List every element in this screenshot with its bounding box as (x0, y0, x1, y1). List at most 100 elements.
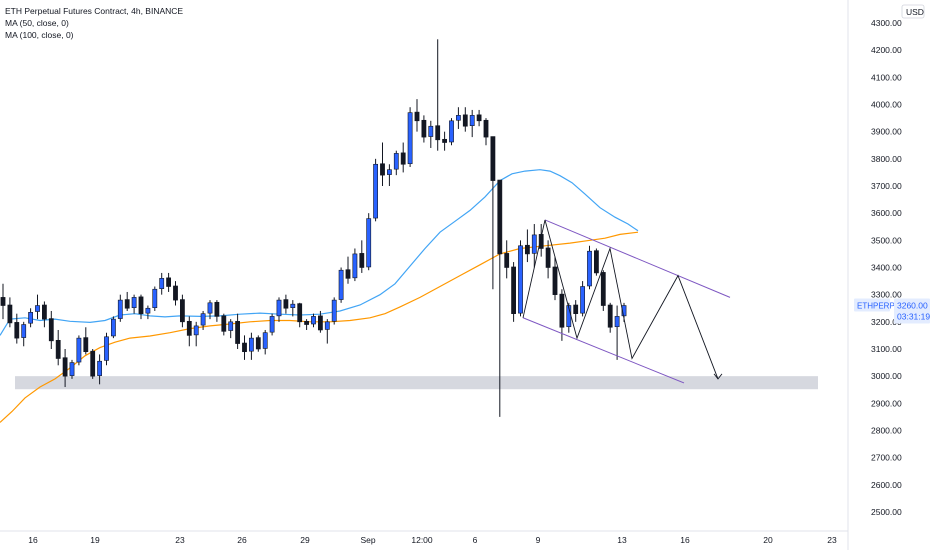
candle-body (41, 304, 47, 320)
channel-lower-line[interactable] (522, 317, 685, 384)
candle-body (428, 125, 434, 137)
candle-body (249, 337, 254, 352)
candle-body (138, 296, 144, 314)
time-tick-label: 29 (300, 535, 310, 545)
candle-body (338, 269, 344, 300)
candle-body (421, 119, 427, 138)
price-tick-label: 3000.00 (871, 371, 902, 381)
candle-body (545, 247, 551, 268)
candle-body (131, 297, 137, 309)
candle-body (207, 302, 213, 314)
candle-body (145, 307, 151, 314)
chart-title: ETH Perpetual Futures Contract, 4h, BINA… (5, 6, 184, 16)
candle-body (462, 114, 468, 127)
candle-body (607, 304, 613, 328)
candle-body (311, 316, 316, 325)
candle-body (324, 321, 330, 330)
zigzag-projection[interactable] (522, 219, 719, 380)
time-tick-label: 26 (237, 535, 247, 545)
candle-body (414, 111, 420, 122)
price-tick-label: 3600.00 (871, 208, 902, 218)
price-tick-label: 2700.00 (871, 453, 902, 463)
time-tick-label: 23 (175, 535, 185, 545)
symbol-label-bg (854, 298, 890, 312)
price-tick-label: 3800.00 (871, 154, 902, 164)
projection-arrowhead (713, 373, 723, 380)
price-tick-label: 3700.00 (871, 181, 902, 191)
price-tick-label: 4300.00 (871, 18, 902, 28)
countdown-label: 03:31:19 (897, 312, 930, 322)
time-tick-label: 23 (827, 535, 837, 545)
price-tick-label: 2500.00 (871, 507, 902, 517)
candle-body (7, 304, 13, 324)
price-tick-label: 3500.00 (871, 235, 902, 245)
candle-body (152, 288, 158, 309)
price-tick-label: 2600.00 (871, 480, 902, 490)
candle-body (497, 179, 503, 255)
candle-body (345, 269, 351, 279)
candle-body (559, 293, 565, 328)
last-price-label: 3260.00 (897, 301, 928, 311)
time-tick-label: 9 (536, 535, 541, 545)
chart-legend: ETH Perpetual Futures Contract, 4h, BINA… (5, 5, 183, 41)
candle-body (159, 278, 165, 289)
ma100-legend: MA (100, close, 0) (5, 30, 74, 40)
candle-body (407, 112, 413, 165)
candle-body (28, 312, 33, 324)
candle-body (600, 272, 606, 306)
candle-body (380, 163, 385, 176)
candle-body (366, 218, 372, 268)
candle-body (469, 115, 475, 126)
candle-body (235, 320, 240, 344)
price-tick-label: 4200.00 (871, 45, 902, 55)
candle-body (400, 152, 406, 165)
candle-body (0, 297, 6, 306)
candle-body (200, 313, 206, 326)
candle-body (48, 318, 54, 342)
candle-body (111, 318, 116, 337)
candle-body (90, 350, 96, 377)
candle-body (511, 266, 516, 314)
candle-body (228, 321, 234, 331)
candle-body (62, 357, 68, 377)
candle-body (476, 114, 482, 122)
candle-body (186, 320, 192, 336)
price-tick-label: 2900.00 (871, 398, 902, 408)
candle-body (173, 285, 178, 301)
price-tick-label: 4000.00 (871, 100, 902, 110)
candle-body (124, 299, 130, 309)
price-tick-label: 3100.00 (871, 344, 902, 354)
candle-body (580, 286, 585, 314)
time-tick-label: 16 (680, 535, 690, 545)
candle-body (104, 336, 109, 361)
price-tick-label: 2800.00 (871, 426, 902, 436)
candle-body (297, 303, 303, 323)
candle-body (35, 305, 40, 312)
time-tick-label: 20 (763, 535, 773, 545)
channel-upper-line[interactable] (544, 219, 731, 298)
candle-body (587, 250, 592, 287)
candle-body (393, 153, 399, 170)
candle-body (221, 315, 227, 332)
candle-body (573, 304, 579, 314)
candle-body (531, 234, 537, 254)
candle-body (524, 244, 530, 255)
candle-body (614, 316, 620, 328)
candle-body (518, 245, 523, 314)
candle-body (262, 332, 268, 349)
candle-body (304, 320, 309, 325)
candle-body (76, 337, 82, 363)
candle-body (242, 342, 247, 353)
candle-body (483, 119, 489, 138)
candle-body (593, 250, 599, 274)
candle-body (255, 337, 261, 350)
price-tick-label: 3300.00 (871, 290, 902, 300)
currency-label[interactable]: USD (906, 7, 924, 17)
time-tick-label: 12:00 (411, 535, 433, 545)
candle-body (21, 324, 27, 338)
candle-body (290, 303, 296, 309)
candle-body (117, 299, 123, 319)
last-price-box (894, 298, 930, 324)
